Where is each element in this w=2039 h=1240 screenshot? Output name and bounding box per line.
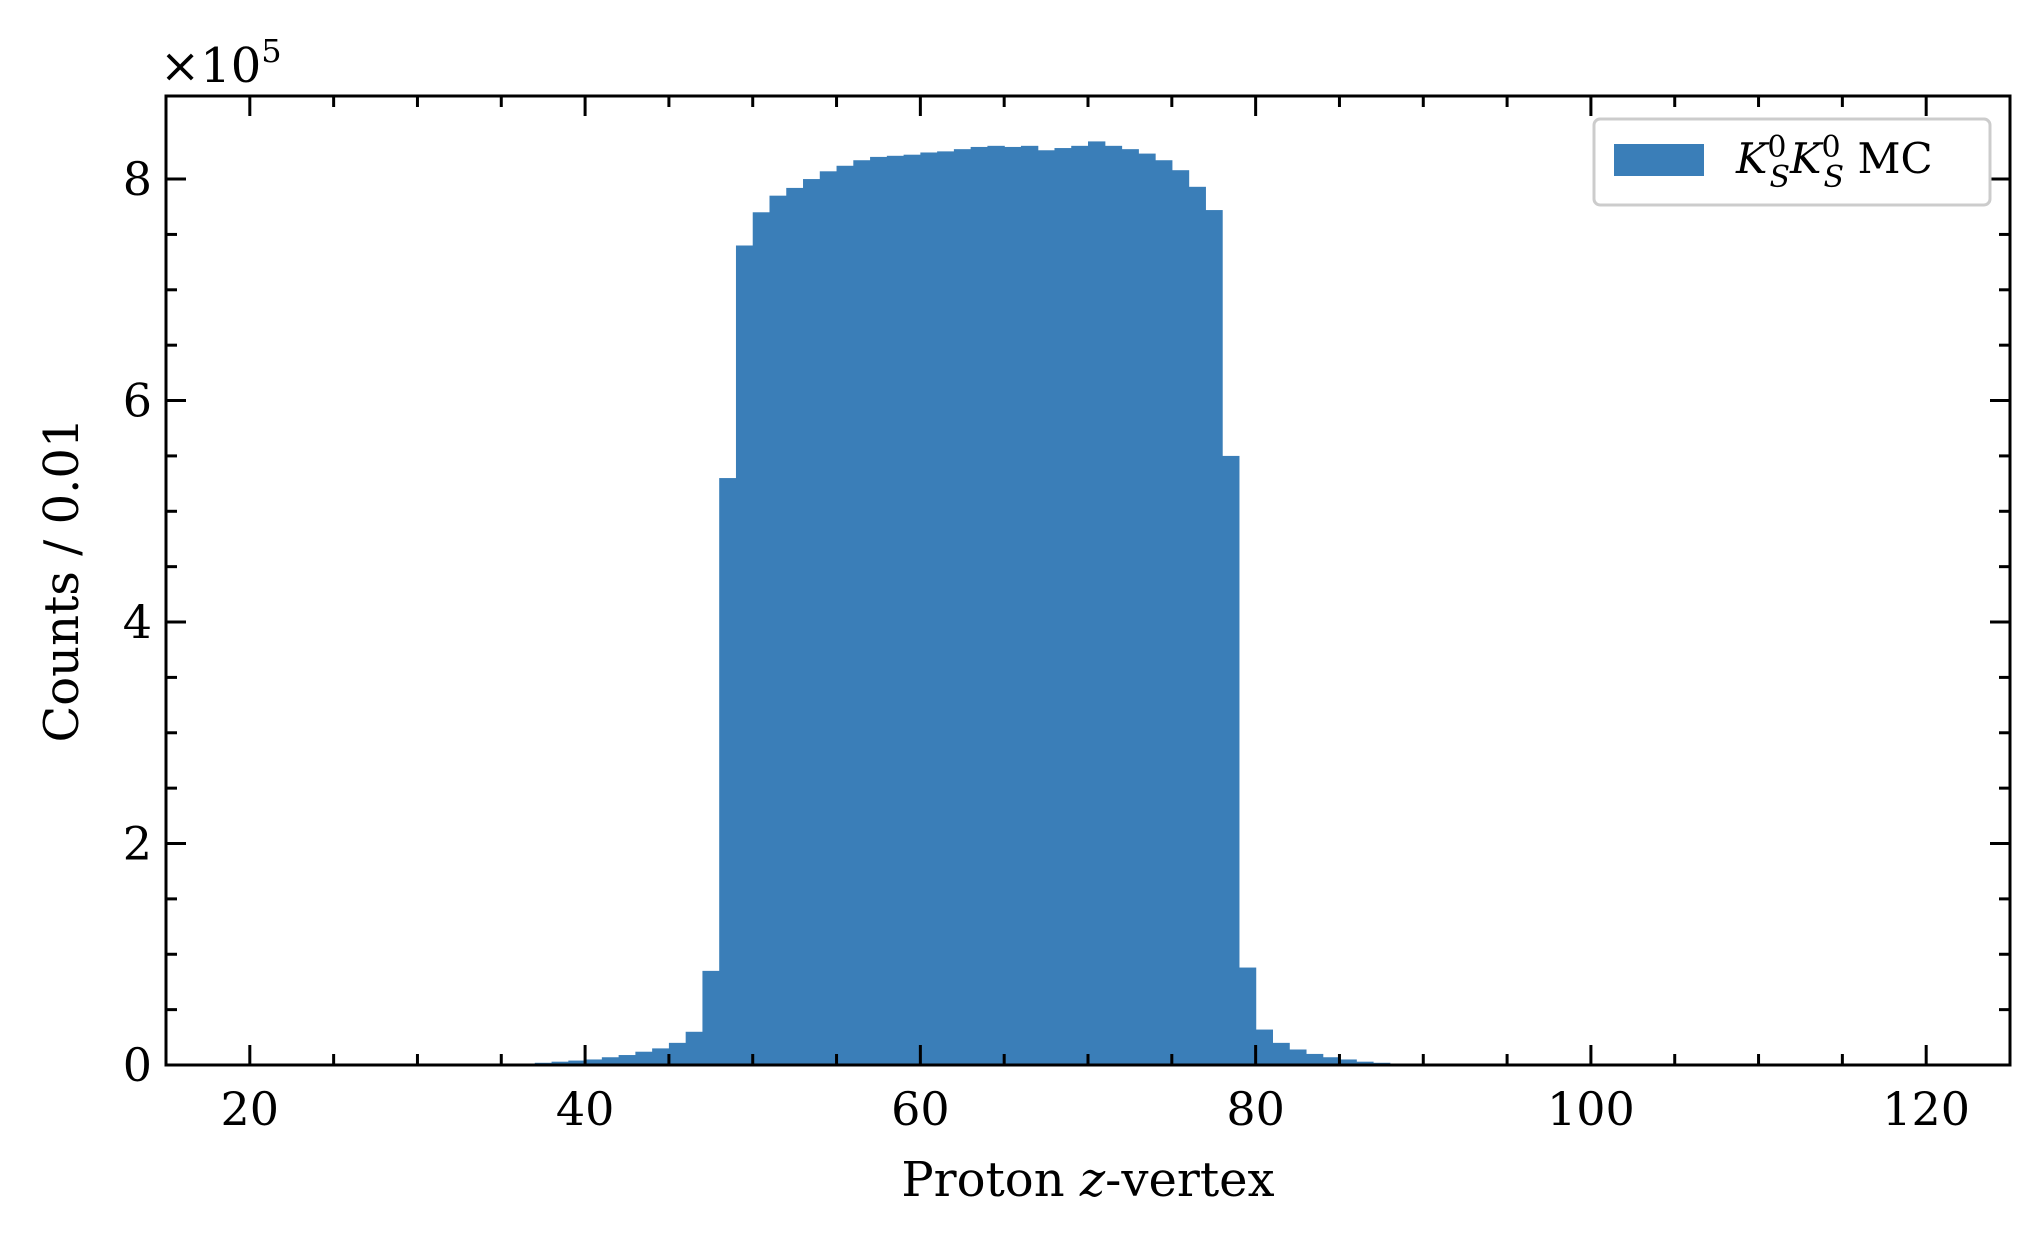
histogram-bar [1356,1061,1374,1065]
y-tick-label: 6 [123,374,152,428]
histogram-bar [702,970,720,1065]
y-axis-multiplier: ×105 [160,32,282,94]
legend: K0 SK0 S MC [1592,117,1992,207]
histogram-bar [685,1031,704,1065]
histogram-bar [1104,145,1123,1065]
histogram-bar [1255,1029,1273,1065]
histogram-bar [1188,186,1206,1065]
x-tick-label: 80 [1226,1082,1285,1136]
legend-swatch [1614,144,1704,176]
histogram-bar [920,152,938,1065]
histogram-bar [803,179,821,1066]
histogram-bar [769,195,787,1065]
plot-frame [164,94,2012,1067]
histogram-bar [652,1048,670,1065]
histogram-bar [1004,146,1022,1065]
histogram-bar [551,1061,569,1065]
x-axis-ticks: 20 40 60 80 100 120 [221,96,1970,1136]
x-tick-label: 120 [1882,1082,1970,1136]
legend-label: K0 SK0 S MC [1735,130,1933,195]
y-tick-label: 2 [123,817,152,871]
histogram-bar [1121,149,1139,1066]
histogram-bar [870,156,888,1065]
x-tick-label: 60 [891,1082,950,1136]
histogram-bar [752,212,771,1065]
x-tick-label: 20 [221,1082,280,1136]
histogram-bar [937,151,955,1065]
histogram-bar [886,155,905,1065]
legend-box [1592,117,1992,207]
histogram-bar [1272,1042,1290,1065]
histogram-bar [903,154,921,1065]
histogram-bar [1054,148,1072,1066]
histogram-bar [819,171,838,1065]
histogram-bars [501,141,1424,1066]
histogram-bar [1020,145,1039,1065]
histogram-bar [1088,141,1106,1066]
y-tick-label: 4 [123,595,152,649]
histogram-bar [635,1051,653,1065]
histogram-bar [1322,1057,1341,1065]
histogram-bar [786,187,804,1065]
y-tick-label: 0 [123,1038,152,1092]
histogram-bar [719,478,737,1065]
histogram-bar [668,1042,687,1065]
histogram-bar [585,1059,603,1065]
histogram-bar [601,1057,620,1065]
x-tick-label: 100 [1547,1082,1635,1136]
histogram-bar [1138,153,1156,1065]
histogram-bar [618,1055,636,1065]
histogram-bar [836,165,854,1065]
histogram-bar [853,160,871,1066]
histogram-bar [568,1060,586,1065]
histogram-bar [987,145,1005,1065]
x-tick-label: 40 [556,1082,615,1136]
y-tick-label: 8 [123,152,152,206]
x-axis-label: Proton z-vertex [901,1152,1274,1208]
histogram-bar [1171,170,1190,1066]
histogram-bar [735,245,754,1065]
histogram-bar [1205,210,1223,1066]
histogram-bar [970,146,989,1065]
y-axis-ticks: 0 2 4 6 8 [123,152,2010,1092]
histogram-bar [953,149,972,1066]
histogram-bar [1037,150,1056,1065]
histogram-bar [1071,145,1089,1065]
histogram-bar [1289,1049,1307,1065]
y-axis-label: Counts / 0.01 [34,418,90,743]
histogram-bar [1222,455,1240,1065]
histogram-bar [1305,1053,1324,1065]
histogram-bar [1238,967,1257,1065]
histogram-bar [1339,1059,1357,1065]
histogram-bar [1155,160,1173,1066]
